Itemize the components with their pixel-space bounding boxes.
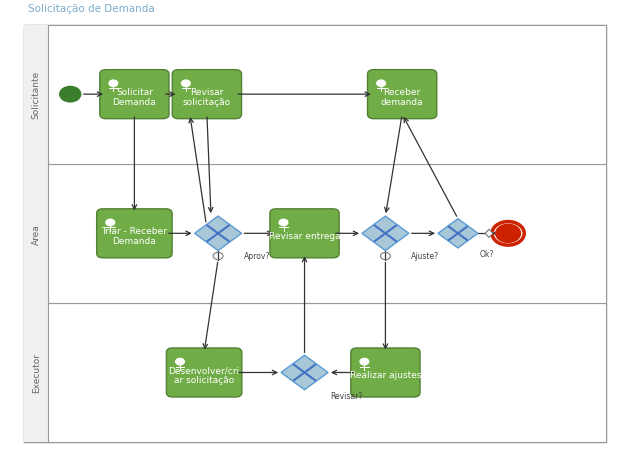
Polygon shape [362, 217, 409, 251]
Text: Ajuste?: Ajuste? [411, 252, 439, 261]
Text: Solicitante: Solicitante [32, 71, 41, 119]
Text: Triar - Receber
Demanda: Triar - Receber Demanda [102, 226, 167, 246]
Polygon shape [485, 230, 493, 238]
Bar [24, 25, 48, 164]
Text: Revisar
solicitação: Revisar solicitação [183, 88, 231, 107]
Text: Solicitar
Demanda: Solicitar Demanda [112, 88, 156, 107]
Circle shape [279, 220, 288, 226]
Text: Area: Area [32, 224, 41, 244]
FancyBboxPatch shape [351, 348, 420, 397]
FancyBboxPatch shape [270, 209, 339, 258]
Polygon shape [195, 217, 241, 251]
Circle shape [377, 81, 386, 87]
Circle shape [106, 220, 115, 226]
Text: Aprov?: Aprov? [244, 252, 270, 261]
Polygon shape [281, 356, 328, 390]
Circle shape [109, 81, 118, 87]
Text: Ok?: Ok? [480, 250, 494, 258]
FancyBboxPatch shape [167, 348, 242, 397]
Polygon shape [438, 219, 478, 249]
Circle shape [182, 81, 190, 87]
Bar [24, 303, 48, 442]
Circle shape [60, 87, 80, 103]
Bar [24, 303, 606, 442]
Circle shape [176, 359, 184, 365]
Text: Executor: Executor [32, 353, 41, 393]
Text: Realizar ajustes: Realizar ajustes [349, 370, 421, 380]
Text: Receber
demanda: Receber demanda [381, 88, 424, 107]
FancyBboxPatch shape [172, 70, 241, 119]
Bar [24, 164, 48, 303]
FancyBboxPatch shape [368, 70, 437, 119]
FancyBboxPatch shape [97, 209, 172, 258]
Bar [24, 25, 606, 164]
Text: Revisar entrega: Revisar entrega [269, 232, 340, 241]
Text: Revisar?: Revisar? [331, 391, 363, 400]
Circle shape [496, 225, 520, 243]
Circle shape [360, 359, 369, 365]
Bar [24, 164, 606, 303]
Text: Solicitação de Demanda: Solicitação de Demanda [27, 4, 154, 14]
Text: Desenvolver/cri
ar solicitação: Desenvolver/cri ar solicitação [168, 365, 240, 385]
FancyBboxPatch shape [100, 70, 169, 119]
